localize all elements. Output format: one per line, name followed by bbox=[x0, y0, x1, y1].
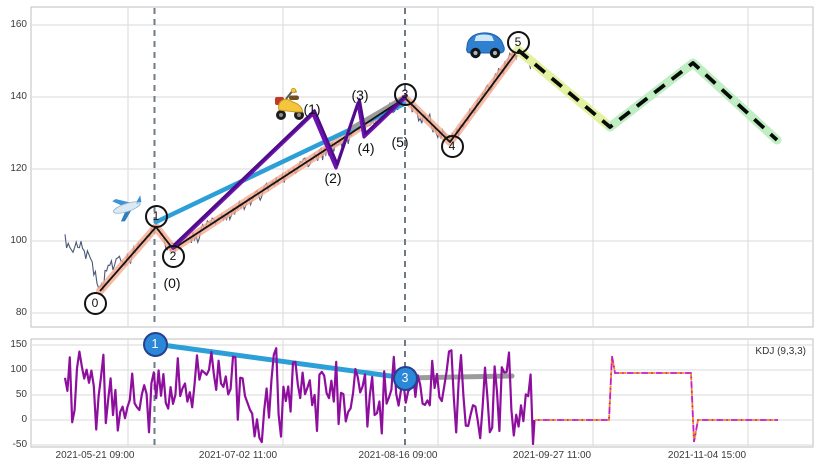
kdj-ytick-150: 150 bbox=[10, 339, 27, 350]
subwave-label-5: (5) bbox=[391, 134, 409, 150]
price-ytick-100: 100 bbox=[10, 235, 27, 246]
panel-1-frame bbox=[30, 6, 814, 328]
subwave-label-2: (2) bbox=[324, 170, 342, 186]
wave-point-5: 5 bbox=[506, 30, 530, 54]
kdj-marker-1: 1 bbox=[142, 331, 168, 357]
wave-point-3: 3 bbox=[393, 82, 417, 106]
kdj-marker-3: 3 bbox=[392, 365, 418, 391]
kdj-legend: KDJ (9,3,3) bbox=[755, 346, 806, 357]
price-ytick-140: 140 bbox=[10, 91, 27, 102]
xtick-date-5: 2021-11-04 15:00 bbox=[667, 450, 747, 461]
subwave-label-0: (0) bbox=[163, 275, 181, 291]
kdj-step-line-k bbox=[535, 355, 778, 443]
kdj-j-line bbox=[63, 347, 536, 446]
wave-point-1: 1 bbox=[144, 204, 168, 228]
wave-point-0: 0 bbox=[83, 291, 107, 315]
kdj-ytick-0: 0 bbox=[21, 414, 27, 425]
subwave-label-1: (1) bbox=[303, 101, 321, 117]
price-ytick-160: 160 bbox=[10, 19, 27, 30]
airplane-icon bbox=[112, 195, 142, 222]
subwave-zigzag-2 bbox=[173, 94, 407, 246]
xtick-date-3: 2021-08-16 09:00 bbox=[358, 450, 438, 461]
wave-point-2: 2 bbox=[161, 244, 185, 268]
kdj-ytick-neg50: -50 bbox=[12, 439, 27, 450]
subwave-label-4: (4) bbox=[357, 140, 375, 156]
price-ytick-80: 80 bbox=[15, 307, 27, 318]
kdj-ytick-100: 100 bbox=[10, 364, 27, 375]
scooter-icon bbox=[275, 87, 304, 120]
kdj-blue-line bbox=[152, 341, 408, 381]
xtick-date-1: 2021-05-21 09:00 bbox=[55, 450, 135, 461]
car-icon bbox=[466, 32, 505, 59]
xtick-date-2: 2021-07-02 11:00 bbox=[198, 450, 278, 461]
kdj-ytick-50: 50 bbox=[15, 389, 27, 400]
xtick-date-4: 2021-09-27 11:00 bbox=[512, 450, 592, 461]
kdj-step-line-d bbox=[535, 355, 778, 443]
subwave-label-3: (3) bbox=[351, 87, 369, 103]
wave-trend-line bbox=[99, 49, 519, 292]
wave-point-4: 4 bbox=[440, 134, 464, 158]
price-ytick-120: 120 bbox=[10, 163, 27, 174]
